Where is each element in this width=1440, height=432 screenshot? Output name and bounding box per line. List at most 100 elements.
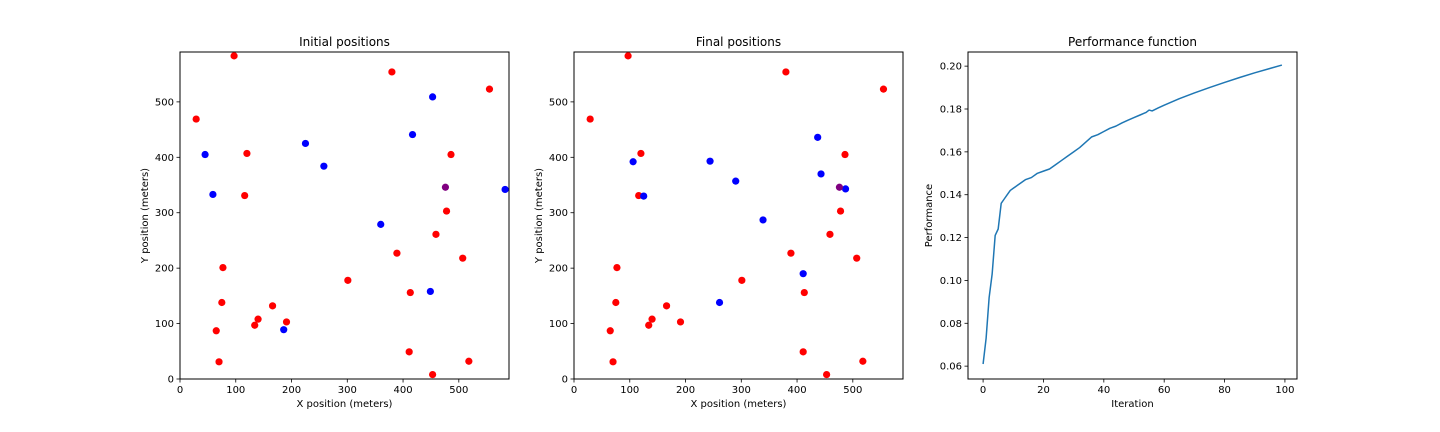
plot-title: Initial positions: [299, 35, 390, 49]
blue-point: [377, 220, 385, 228]
x-tick-label: 300: [732, 385, 751, 396]
blue-point: [209, 190, 217, 199]
blue-point: [280, 326, 288, 334]
red-point: [429, 370, 437, 379]
y-tick-label: 200: [155, 264, 174, 275]
red-point: [212, 327, 220, 335]
red-point: [859, 357, 867, 365]
x-tick-label: 200: [282, 385, 301, 396]
red-point: [738, 276, 746, 284]
plot-title: Final positions: [696, 35, 781, 49]
x-tick-label: 300: [338, 385, 357, 396]
x-tick-label: 100: [226, 385, 245, 396]
x-axis-label: X position (meters): [691, 399, 787, 410]
red-point: [787, 249, 795, 257]
red-point: [230, 52, 238, 60]
x-tick-label: 0: [177, 385, 183, 396]
red-point: [799, 348, 807, 356]
x-tick-label: 100: [1275, 385, 1294, 396]
red-point: [218, 298, 226, 307]
red-point: [465, 357, 473, 365]
red-point: [826, 230, 834, 238]
y-tick-label: 0.14: [940, 190, 962, 201]
purple-point: [835, 183, 844, 191]
red-point: [836, 207, 845, 215]
blue-point: [501, 185, 509, 194]
red-point: [662, 302, 671, 310]
plot-frame: [179, 51, 510, 380]
red-point: [192, 115, 200, 123]
y-tick-label: 400: [549, 153, 568, 164]
red-point: [282, 318, 291, 326]
red-point: [823, 370, 831, 379]
red-point: [406, 288, 414, 297]
blue-point: [841, 185, 850, 193]
y-tick-label: 500: [155, 97, 174, 108]
blue-point: [759, 216, 767, 224]
y-tick-label: 300: [549, 208, 568, 219]
y-axis-label: Y position (meters): [534, 168, 545, 264]
red-point: [405, 348, 413, 356]
red-point: [442, 207, 451, 215]
initial-positions-plot: Initial positions X position (meters) Y …: [140, 35, 510, 410]
blue-point: [732, 177, 740, 185]
y-tick-label: 0.12: [940, 233, 962, 244]
red-point: [251, 321, 259, 329]
red-point: [485, 85, 494, 93]
red-point: [613, 263, 621, 272]
x-tick-label: 40: [1097, 385, 1110, 396]
y-tick-label: 400: [155, 153, 174, 164]
y-tick-label: 0.16: [940, 147, 962, 158]
red-point: [612, 298, 620, 307]
red-point: [447, 150, 455, 159]
x-axis-label: X position (meters): [297, 399, 393, 410]
red-point: [853, 254, 861, 262]
plot-title: Performance function: [1068, 35, 1197, 49]
red-point: [624, 52, 632, 60]
x-tick-label: 100: [620, 385, 639, 396]
y-tick-label: 100: [549, 319, 568, 330]
blue-point: [629, 158, 637, 166]
red-point: [782, 68, 790, 76]
red-point: [393, 249, 401, 257]
blue-point: [706, 157, 714, 165]
x-tick-label: 0: [571, 385, 577, 396]
x-tick-label: 80: [1218, 385, 1231, 396]
y-tick-label: 0.08: [940, 319, 962, 330]
y-axis-label: Y position (meters): [140, 168, 151, 264]
y-tick-label: 300: [155, 208, 174, 219]
y-tick-label: 0.10: [940, 276, 962, 287]
y-tick-label: 0: [168, 375, 174, 386]
blue-point: [799, 270, 807, 278]
red-point: [241, 191, 249, 200]
red-point: [459, 254, 467, 262]
red-point: [648, 315, 656, 323]
red-point: [215, 358, 223, 366]
red-point: [388, 68, 396, 76]
x-tick-label: 500: [449, 385, 468, 396]
purple-point: [441, 183, 450, 191]
x-tick-label: 0: [980, 385, 986, 396]
blue-point: [817, 170, 825, 178]
y-tick-label: 500: [549, 97, 568, 108]
red-point: [344, 276, 352, 284]
x-tick-label: 60: [1158, 385, 1171, 396]
y-tick-label: 0: [562, 375, 568, 386]
y-tick-label: 200: [549, 264, 568, 275]
red-point: [879, 85, 888, 93]
red-point: [637, 149, 645, 158]
blue-point: [408, 130, 417, 139]
blue-point: [429, 93, 437, 101]
blue-point: [301, 139, 310, 148]
blue-point: [814, 133, 822, 141]
red-point: [243, 149, 251, 158]
x-tick-label: 500: [843, 385, 862, 396]
performance-line: [982, 64, 1283, 365]
blue-point: [426, 287, 434, 296]
red-point: [606, 327, 614, 335]
blue-point: [201, 150, 209, 159]
blue-point: [320, 162, 328, 170]
y-axis-label: Performance: [924, 184, 935, 247]
y-tick-label: 0.18: [940, 105, 962, 116]
